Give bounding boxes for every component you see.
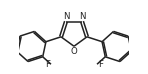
Text: N: N xyxy=(79,12,85,21)
Text: O: O xyxy=(71,47,77,56)
Text: F: F xyxy=(98,60,103,69)
Text: N: N xyxy=(63,12,69,21)
Text: F: F xyxy=(45,60,50,69)
